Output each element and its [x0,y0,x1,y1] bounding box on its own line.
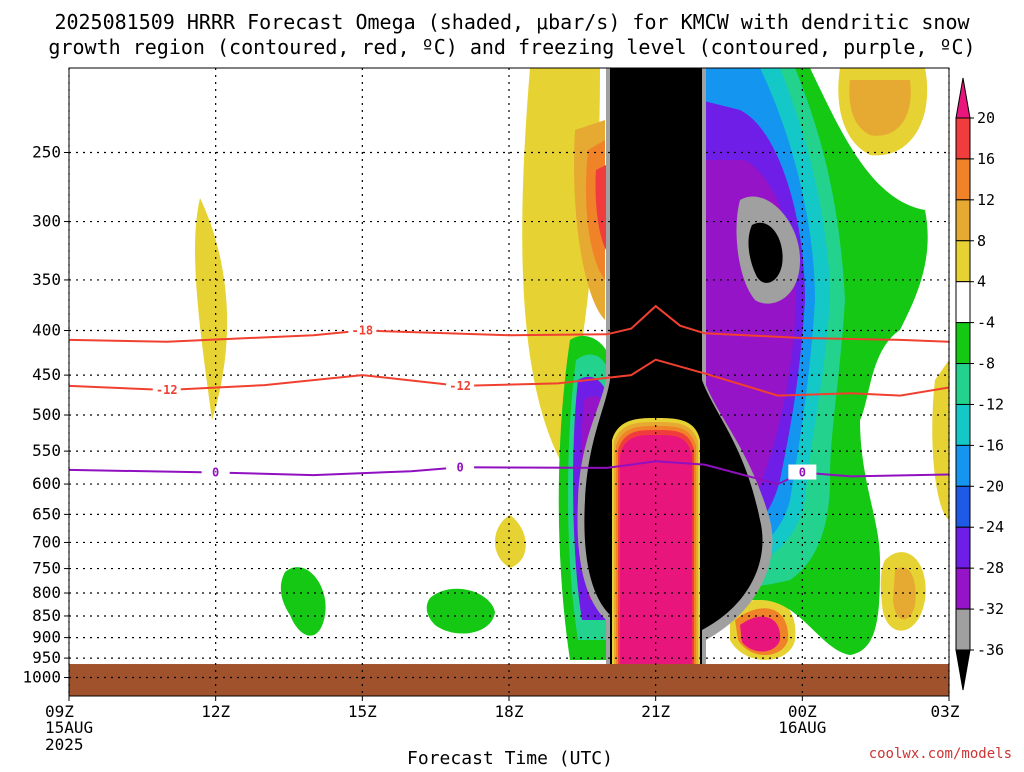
omega-region-plus20-b [620,435,692,665]
x-axis-label: Forecast Time (UTC) [407,748,613,768]
y-tick-label: 850 [32,606,61,625]
colorbar-label: 20 [977,109,995,127]
colorbar-label: -32 [977,600,1004,618]
colorbar-box [955,158,971,201]
chart-title-line2: growth region (contoured, red, ºC) and f… [48,35,975,59]
chart-title-line1: 2025081509 HRRR Forecast Omega (shaded, … [54,10,970,34]
contour-label-freezing-level: 0 [799,466,806,480]
colorbar-label: -24 [977,518,1004,536]
contour-label-bg [201,464,230,480]
x-tick-date: 15AUG [45,718,93,737]
omega-region-minus36-a [748,222,783,283]
colorbar-box [955,403,971,446]
contours: -18 -12 -12 0 0 0 [69,304,949,486]
omega-region-minus4-a [280,567,326,636]
contour-label-bg [152,381,181,397]
y-tick-label: 900 [32,628,61,647]
x-tick-date: 16AUG [778,718,826,737]
colorbar-label: -4 [977,314,995,332]
y-tick-label: 750 [32,559,61,578]
colorbar: 20 16 12 8 4 -4 -8 -12 -16 -20 -24 -28 -32 -36 [955,77,1004,691]
x-tick-label: 15Z [348,702,377,721]
omega-region-plus8-c [893,567,916,620]
omega-region-plus4-a [195,198,228,420]
y-tick-label: 250 [32,143,61,162]
colorbar-top-triangle [955,77,971,119]
colorbar-label: -12 [977,395,1004,413]
x-tick-year: 2025 [45,735,84,754]
contour-label-bg [788,464,817,480]
x-tick-label: 00Z [788,702,817,721]
contour-label-bg [446,377,475,393]
y-tick-label: 950 [32,648,61,667]
y-tick-label: 550 [32,441,61,460]
colorbar-box [955,526,971,569]
y-tick-label: 700 [32,532,61,551]
plot-border [68,67,950,697]
x-tick-label: 18Z [495,702,524,721]
colorbar-box [955,444,971,487]
y-tick-label: 300 [32,212,61,231]
contour-dendritic-minus18 [69,304,949,343]
omega-region-plus20-a [740,616,781,652]
colorbar-label: 8 [977,232,986,250]
y-tick-label: 400 [32,321,61,340]
colorbar-box [955,240,971,283]
x-tick-label: 09Z [45,702,74,721]
colorbar-label: -16 [977,436,1004,454]
colorbar-label: -8 [977,355,995,373]
colorbar-label: -20 [977,477,1004,495]
colorbar-box [955,485,971,528]
colorbar-box [955,281,971,324]
colorbar-box [955,199,971,242]
below-ground-surface [69,664,949,696]
omega-region-plus8-b [849,80,911,136]
contour-label-freezing-level: 0 [212,466,219,480]
contour-label-bg [348,322,377,338]
y-tick-label: 450 [32,365,61,384]
colorbar-label: -36 [977,641,1004,659]
contour-label-dendritic-minus12: -12 [156,383,178,397]
y-tick-label: 350 [32,270,61,289]
contour-label-freezing-level: 0 [456,460,463,474]
omega-region-plus4-f [932,360,949,520]
x-tick-label: 21Z [641,702,670,721]
y-tick-label: 1000 [22,668,61,687]
colorbar-label: 4 [977,273,986,291]
colorbar-box [955,322,971,365]
omega-region-minus4-b [426,588,495,634]
y-tick-label: 500 [32,405,61,424]
x-tick-label: 03Z [931,702,960,721]
omega-region-plus16-a [595,165,606,250]
contour-label-bg [446,459,475,475]
credit-text: coolwx.com/models [869,746,1012,762]
colorbar-box [955,117,971,160]
contour-label-dendritic-minus12: -12 [449,379,471,393]
y-tick-label: 650 [32,504,61,523]
y-tick-label: 800 [32,583,61,602]
x-tick-label: 12Z [201,702,230,721]
colorbar-label: -28 [977,559,1004,577]
contour-label-dendritic-minus18: -18 [351,324,373,338]
y-axis: 250 300 350 400 450 500 550 600 650 700 750 800 850 9… [22,143,69,687]
colorbar-box [955,363,971,405]
colorbar-box [955,608,971,651]
colorbar-box [955,567,971,610]
colorbar-bottom-triangle [955,649,971,691]
contour-dendritic-minus12 [69,358,949,397]
y-tick-label: 600 [32,474,61,493]
omega-shading [195,68,949,665]
colorbar-label: 16 [977,150,995,168]
colorbar-label: 12 [977,191,995,209]
omega-region-plus4-b [494,515,526,568]
